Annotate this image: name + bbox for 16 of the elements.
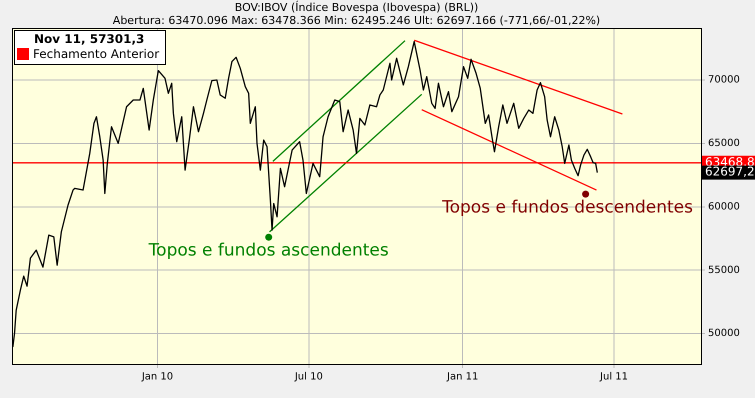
text: 62697,2 [705,164,755,179]
y-tick-label: 55000 [708,264,740,276]
annotation: Topos e fundos ascendentes [148,240,389,261]
annotation: Topos e fundos descendentes [441,198,694,218]
x-tick-label: Jul 11 [599,372,628,383]
x-tick-label: Jan 10 [140,372,174,383]
x-tick-label: Jan 11 [446,372,478,383]
legend-title: Nov 11, 57301,3 [33,32,146,47]
chart-subtitle: Abertura: 63470.096 Max: 63478.366 Min: 62495.246 Ult: 62697.166 (-771,66/-01,22%) [112,14,600,27]
y-tick-label: 70000 [708,74,740,86]
y-tick-label: 65000 [708,138,740,149]
x-tick-label: Jul 10 [294,372,323,383]
chart-title: BOV:IBOV (Índice Bovespa (Ibovespa) (BRL)) [234,0,478,14]
y-tick-label: 50000 [708,328,740,340]
y-tick-label: 60000 [708,201,740,212]
legend-label: Fechamento Anterior [32,47,160,62]
